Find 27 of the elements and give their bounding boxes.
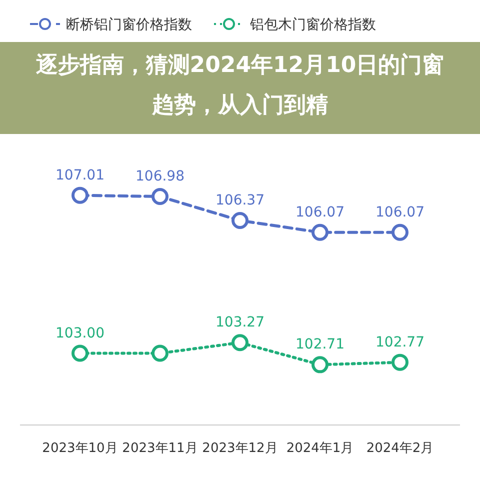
legend-label: 断桥铝门窗价格指数 <box>66 17 192 33</box>
point <box>232 212 248 230</box>
point <box>392 224 408 241</box>
data-label: 106.07 <box>376 204 424 220</box>
data-label: 102.77 <box>376 334 424 350</box>
point <box>72 186 88 204</box>
data-label: 103.27 <box>216 314 264 331</box>
x-tick-label: 2023年11月 <box>122 441 198 456</box>
data-label: 107.01 <box>56 167 104 184</box>
data-label: 102.71 <box>296 336 344 353</box>
data-label: 106.07 <box>296 204 344 220</box>
x-tick-label: 2024年1月 <box>286 441 354 456</box>
point <box>72 344 88 362</box>
point <box>152 344 168 362</box>
point <box>312 224 328 241</box>
chart-title: 逐步指南，猜测2024年12月10日的门窗趋势，从入门到精 <box>34 52 446 120</box>
x-tick-label: 2023年12月 <box>202 441 278 456</box>
data-label: 106.98 <box>136 168 184 185</box>
point <box>152 188 168 206</box>
data-label: 103.00 <box>56 325 104 342</box>
point <box>312 356 328 374</box>
point <box>392 354 408 371</box>
x-tick-label: 2024年2月 <box>366 441 434 456</box>
legend-label: 铝包木门窗价格指数 <box>249 17 376 33</box>
point <box>232 334 248 352</box>
data-label: 106.37 <box>216 192 264 209</box>
x-tick-label: 2023年10月 <box>42 441 118 456</box>
